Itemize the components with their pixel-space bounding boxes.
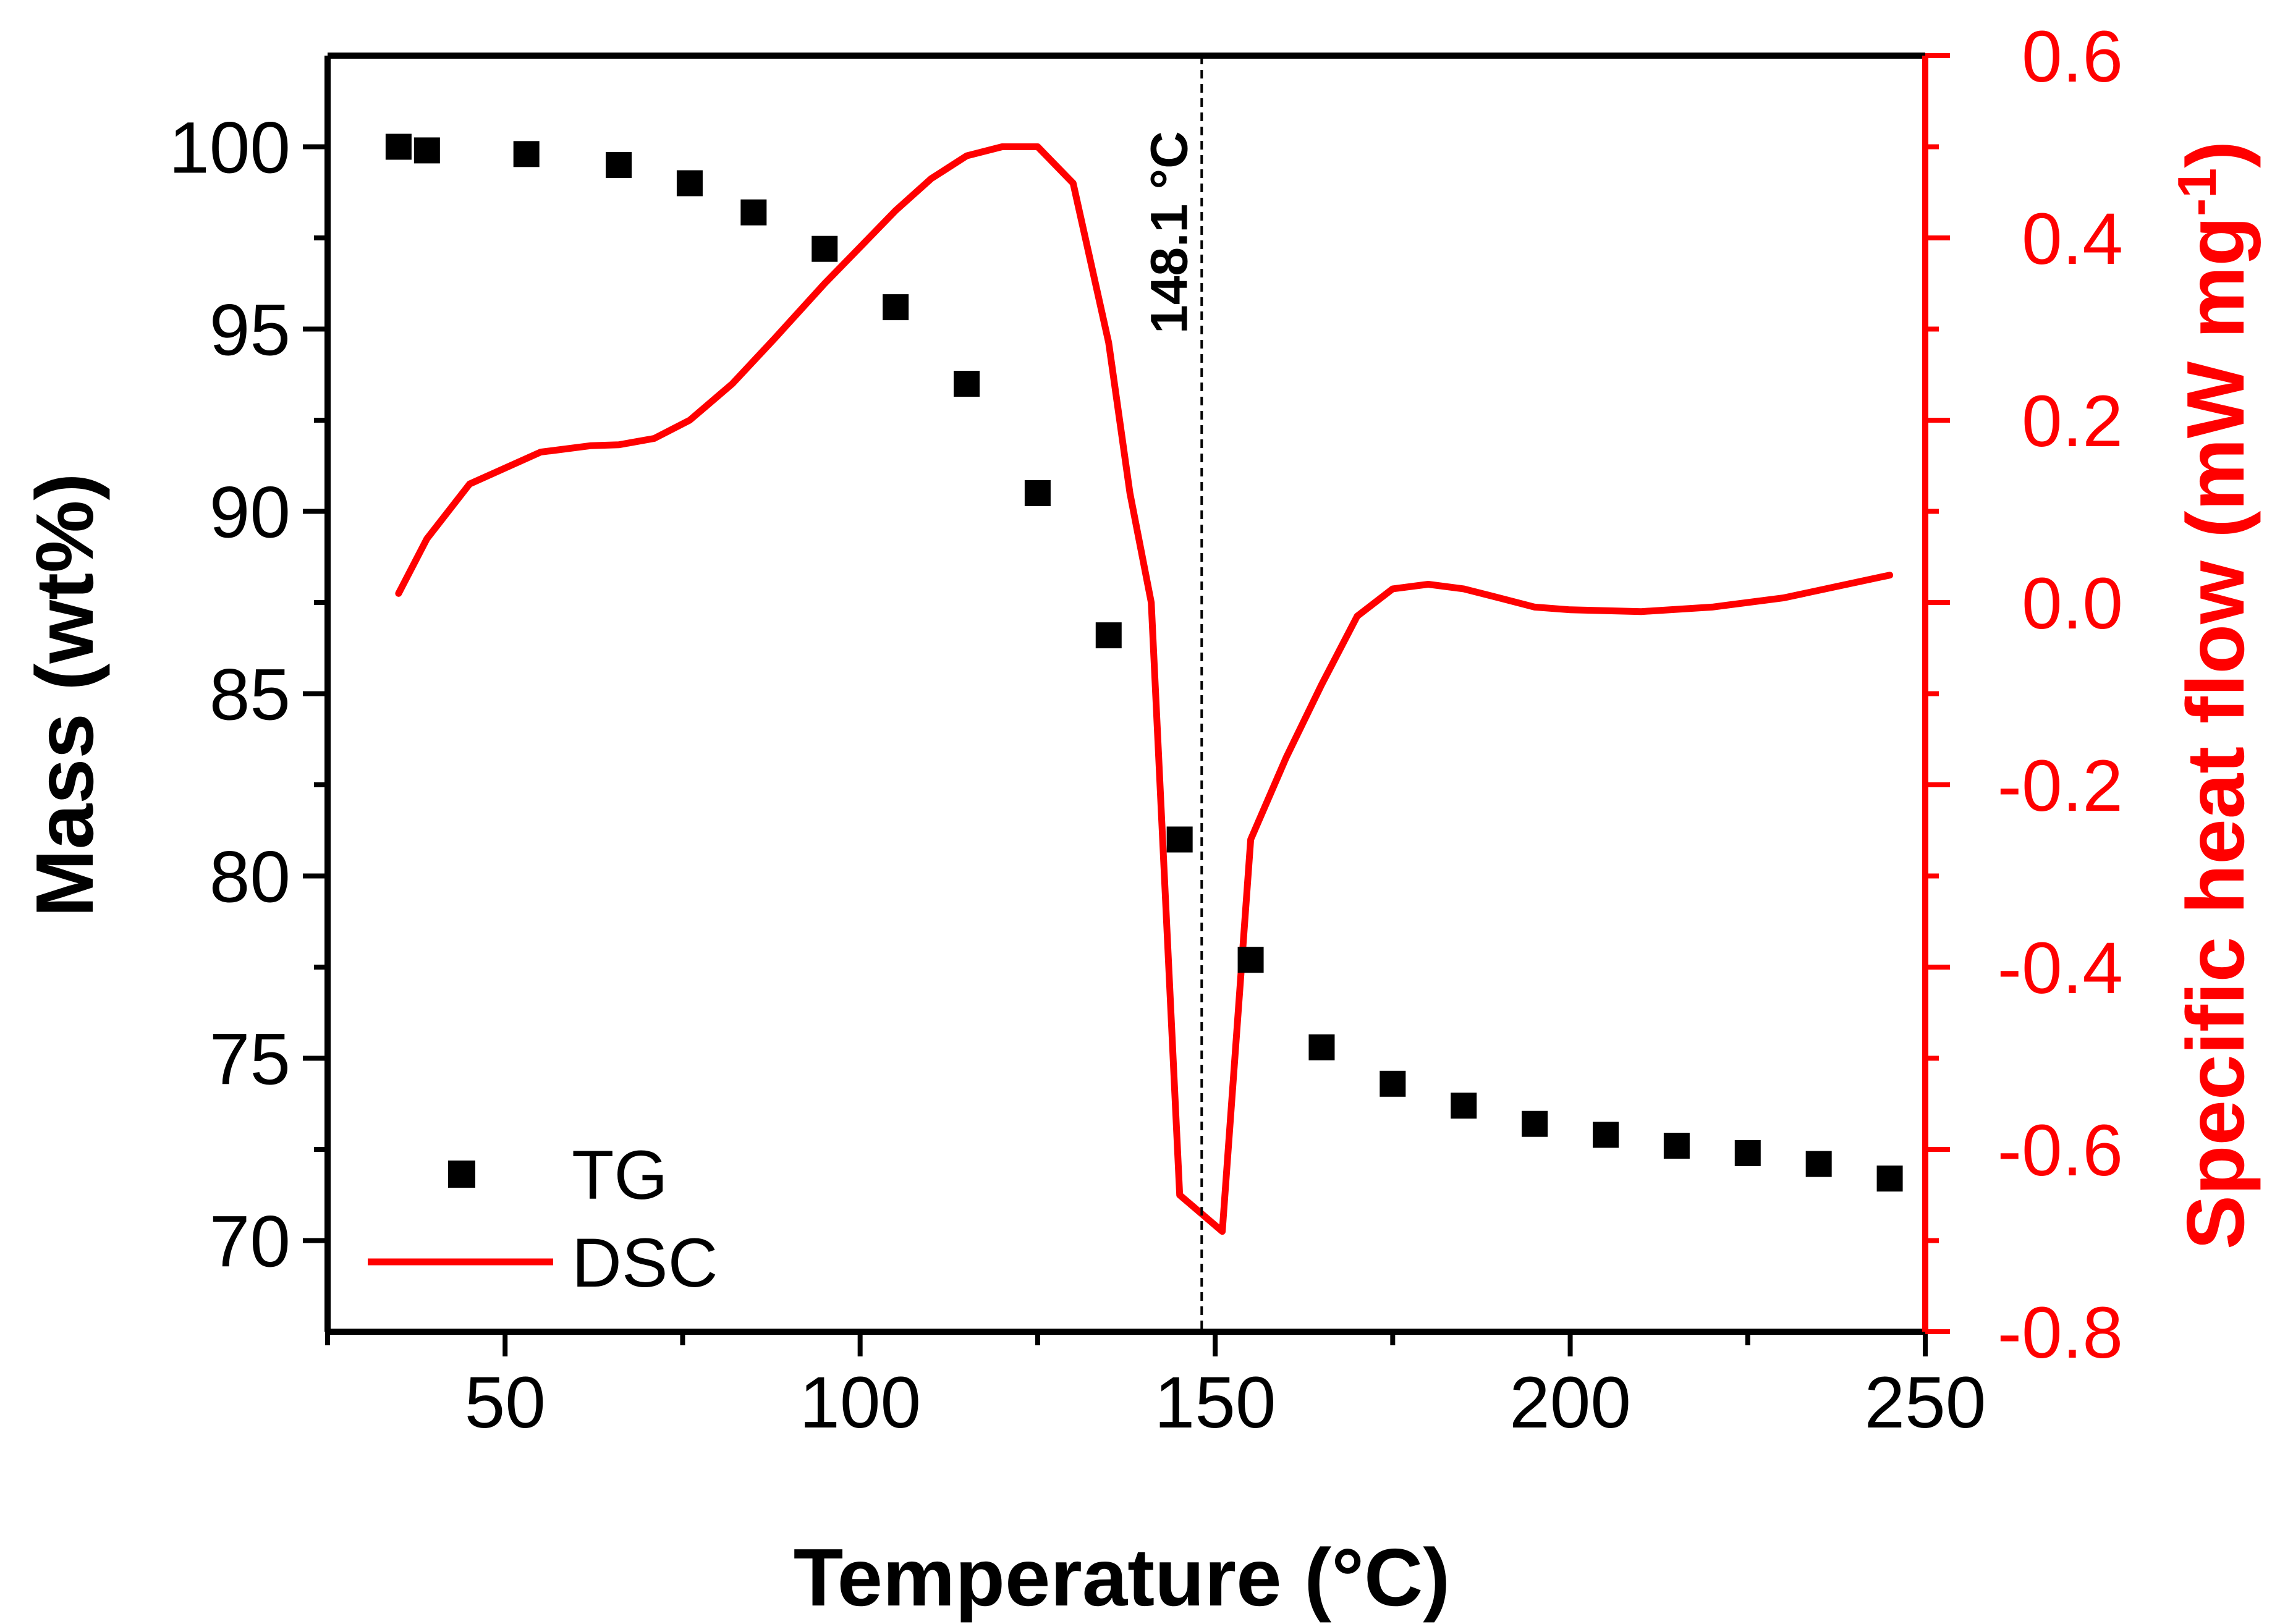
tg-point xyxy=(1237,947,1264,973)
tg-point xyxy=(1593,1122,1619,1148)
tg-point xyxy=(606,152,632,178)
series-tg xyxy=(385,133,1903,1192)
tg-point xyxy=(1805,1151,1832,1177)
y2-axis-ticks: -0.8 -0.6 -0.4 -0.2 0.0 0.2 0.4 0.6 xyxy=(1925,16,2123,1374)
annotation-label: 148.1 °C xyxy=(1140,131,1198,334)
tg-point xyxy=(1308,1034,1335,1060)
x-axis-ticks: 50 100 150 200 250 xyxy=(325,1332,1986,1444)
y2-tick-label: -0.2 xyxy=(1998,745,2123,827)
x-tick-label: 250 xyxy=(1865,1362,1986,1444)
y2-tick-label: -0.8 xyxy=(1998,1292,2123,1374)
y-tick-label: 85 xyxy=(210,654,290,736)
tg-point xyxy=(1876,1165,1903,1192)
x-tick-label: 100 xyxy=(799,1362,921,1444)
tg-point xyxy=(413,137,440,164)
y2-tick-label: 0.4 xyxy=(2022,198,2123,280)
tg-point xyxy=(1451,1093,1477,1119)
tg-point xyxy=(812,235,838,262)
y2-axis-title-close: ) xyxy=(2170,141,2261,168)
tg-point xyxy=(385,133,412,160)
x-tick-label: 150 xyxy=(1155,1362,1276,1444)
y2-axis-title-main: Specific heat flow (mW mg xyxy=(2170,216,2261,1250)
y-tick-label: 95 xyxy=(210,290,290,371)
x-tick-label: 200 xyxy=(1509,1362,1631,1444)
tg-point xyxy=(513,141,540,167)
legend: TG DSC xyxy=(368,1136,718,1301)
y-tick-label: 70 xyxy=(210,1201,290,1283)
y2-tick-label: -0.4 xyxy=(1998,928,2123,1009)
annotation: 148.1 °C xyxy=(1140,56,1203,1332)
tg-point xyxy=(676,170,703,197)
y-tick-label: 80 xyxy=(210,837,290,918)
y2-tick-label: 0.2 xyxy=(2022,381,2123,462)
tg-point xyxy=(1522,1110,1548,1137)
tg-point xyxy=(883,294,909,321)
y-axis-ticks: 70 75 80 85 90 95 100 xyxy=(169,108,328,1283)
y2-axis-title-sup: -1 xyxy=(2166,168,2227,216)
tg-point xyxy=(1380,1070,1406,1097)
dsc-line xyxy=(395,143,1894,1235)
tg-point xyxy=(1166,826,1193,853)
series-dsc xyxy=(395,143,1894,1235)
tg-point xyxy=(1095,622,1122,649)
tg-point xyxy=(740,199,767,226)
x-axis-title: Temperature (°C) xyxy=(794,1532,1451,1623)
legend-tg-marker xyxy=(448,1161,475,1188)
y-axis-title: Mass (wt%) xyxy=(19,473,110,918)
legend-dsc-label: DSC xyxy=(572,1224,718,1301)
tg-point xyxy=(1734,1140,1761,1166)
tg-point xyxy=(1663,1133,1690,1159)
y2-tick-label: 0.6 xyxy=(2022,16,2123,98)
y-tick-label: 90 xyxy=(210,472,290,554)
tg-point xyxy=(954,371,980,397)
tg-point xyxy=(1024,480,1051,506)
x-tick-label: 50 xyxy=(465,1362,546,1444)
y2-axis-title: Specific heat flow (mW mg-1) xyxy=(2166,141,2261,1250)
y2-tick-label: -0.6 xyxy=(1998,1110,2123,1191)
y-tick-label: 75 xyxy=(210,1019,290,1101)
legend-tg-label: TG xyxy=(572,1136,668,1214)
y-tick-label: 100 xyxy=(169,108,290,189)
y2-tick-label: 0.0 xyxy=(2022,563,2123,645)
